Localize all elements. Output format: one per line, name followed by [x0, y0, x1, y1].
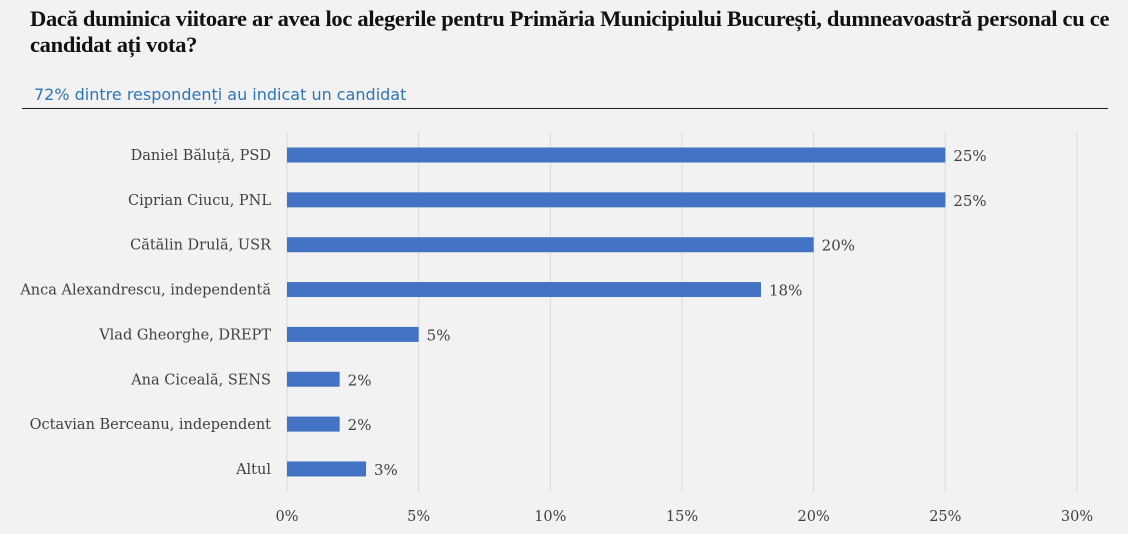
bar [287, 371, 340, 387]
category-label: Octavian Berceanu, independent [30, 417, 272, 433]
data-label: 3% [374, 461, 398, 479]
data-label: 2% [348, 416, 372, 434]
category-label: Daniel Băluță, PSD [131, 148, 271, 164]
x-tick-label: 0% [275, 509, 298, 525]
bar [287, 192, 946, 208]
x-tick-label: 30% [1061, 509, 1093, 525]
data-label: 20% [822, 237, 855, 255]
bar [287, 147, 946, 163]
bar [287, 461, 366, 477]
bar [287, 282, 761, 298]
x-tick-label: 10% [534, 509, 566, 525]
data-label: 2% [348, 371, 372, 389]
x-tick-label: 25% [929, 509, 961, 525]
bar [287, 326, 419, 342]
title-divider [22, 108, 1108, 109]
data-label: 25% [953, 147, 986, 165]
chart-subtitle: 72% dintre respondenți au indicat un can… [34, 85, 407, 104]
chart-title: Dacă duminica viitoare ar avea loc alege… [30, 6, 1110, 57]
category-label: Ana Ciceală, SENS [130, 372, 271, 388]
x-tick-label: 20% [798, 509, 830, 525]
bar [287, 237, 814, 253]
category-label: Vlad Gheorghe, DREPT [98, 327, 271, 343]
x-tick-label: 15% [666, 509, 698, 525]
bar [287, 416, 340, 432]
data-label: 18% [769, 282, 802, 300]
category-label: Cătălin Drulă, USR [130, 238, 272, 254]
x-tick-label: 5% [407, 509, 430, 525]
data-label: 5% [427, 326, 451, 344]
category-label: Anca Alexandrescu, independentă [19, 283, 271, 299]
category-label: Altul [235, 462, 271, 478]
category-label: Ciprian Ciucu, PNL [128, 193, 271, 209]
data-label: 25% [953, 192, 986, 210]
